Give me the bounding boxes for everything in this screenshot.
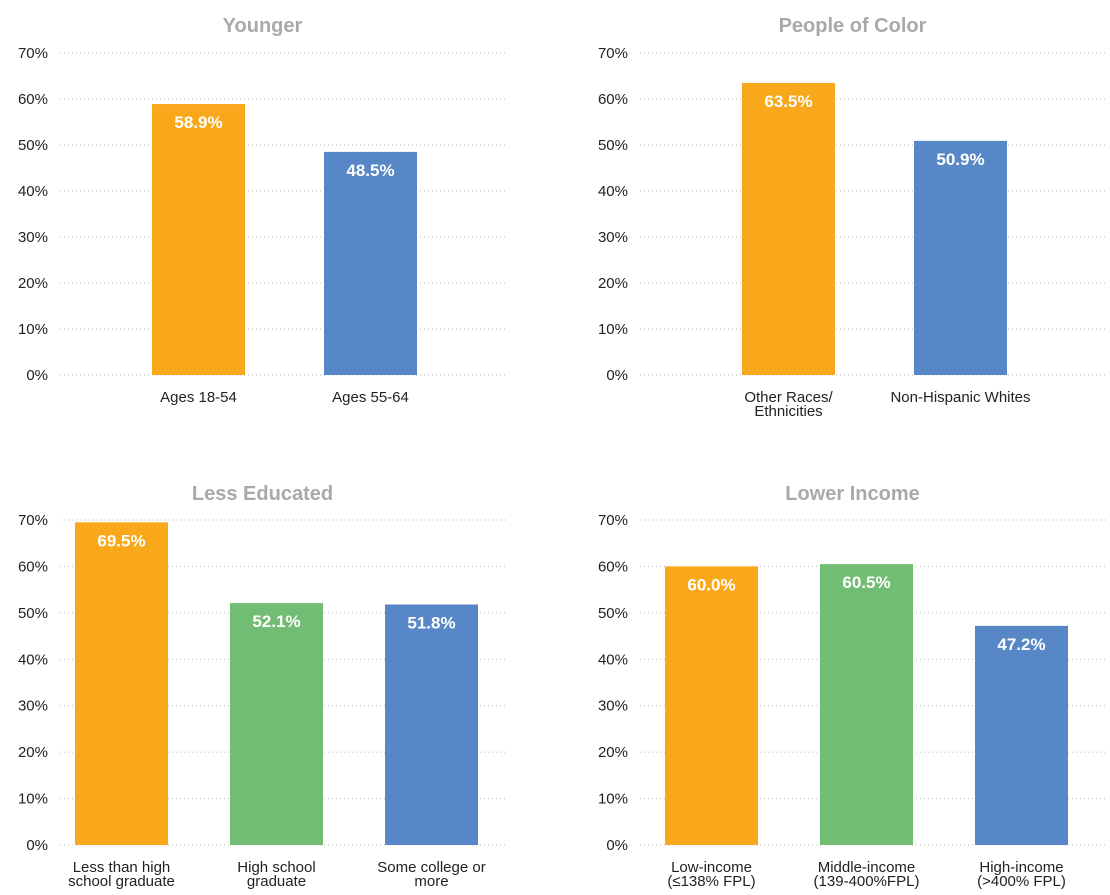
bar <box>742 82 835 376</box>
y-tick-label: 10% <box>18 791 48 808</box>
bar <box>665 566 758 845</box>
bar-chart: Less Educated 0% 10% 20% 30% 40% 50% 60% 70% 69.5… <box>18 483 505 890</box>
value-label: 48.5% <box>346 161 394 180</box>
bar <box>385 604 478 845</box>
y-tick-label: 50% <box>18 605 48 622</box>
x-tick-label: High school graduate <box>237 859 315 890</box>
bar <box>975 625 1068 845</box>
value-label: 50.9% <box>936 150 984 169</box>
value-label: 52.1% <box>252 612 300 631</box>
y-tick-label: 20% <box>598 275 628 292</box>
bar <box>914 140 1007 375</box>
y-tick-label: 70% <box>18 45 48 62</box>
y-tick-label: 60% <box>18 558 48 575</box>
y-tick-label: 40% <box>18 651 48 668</box>
bar <box>230 603 323 845</box>
chart-title: Younger <box>223 15 303 37</box>
value-label: 58.9% <box>174 113 222 132</box>
y-tick-label: 50% <box>598 605 628 622</box>
y-tick-label: 20% <box>18 275 48 292</box>
y-tick-label: 50% <box>598 137 628 154</box>
y-tick-label: 10% <box>598 321 628 338</box>
bar-chart: Lower Income 0% 10% 20% 30% 40% 50% 60% 70% 60.0%… <box>598 483 1105 890</box>
y-tick-label: 10% <box>18 321 48 338</box>
y-tick-label: 40% <box>598 651 628 668</box>
y-tick-label: 0% <box>26 837 48 854</box>
bar <box>820 564 913 845</box>
y-tick-label: 0% <box>606 367 628 384</box>
y-tick-label: 50% <box>18 137 48 154</box>
y-tick-label: 30% <box>18 229 48 246</box>
x-tick-label: Other Races/Ethnicities <box>744 389 833 420</box>
bar <box>75 522 168 845</box>
y-tick-label: 70% <box>598 45 628 62</box>
bar <box>152 104 245 375</box>
x-tick-label: High-income (>400% FPL) <box>977 859 1066 890</box>
x-tick-label: Ages 55-64 <box>332 389 409 406</box>
y-tick-label: 40% <box>598 183 628 200</box>
y-tick-label: 30% <box>598 229 628 246</box>
y-tick-label: 60% <box>598 558 628 575</box>
value-label: 47.2% <box>997 635 1045 654</box>
x-tick-label: Ages 18-54 <box>160 389 237 406</box>
y-tick-label: 20% <box>18 744 48 761</box>
bar <box>324 151 417 375</box>
y-tick-label: 10% <box>598 791 628 808</box>
value-label: 63.5% <box>764 92 812 111</box>
chart-title: Lower Income <box>785 483 919 505</box>
y-tick-label: 60% <box>18 91 48 108</box>
y-tick-label: 60% <box>598 91 628 108</box>
value-label: 51.8% <box>407 614 455 633</box>
value-label: 60.5% <box>842 573 890 592</box>
y-tick-label: 0% <box>26 367 48 384</box>
x-tick-label: Some college or more <box>377 859 485 890</box>
y-tick-label: 0% <box>606 837 628 854</box>
y-tick-label: 70% <box>598 512 628 529</box>
y-tick-label: 70% <box>18 512 48 529</box>
y-tick-label: 40% <box>18 183 48 200</box>
bar-chart: People of Color 0% 10% 20% 30% 40% 50% 60% 70% 63… <box>598 15 1105 420</box>
x-tick-label: Non-Hispanic Whites <box>890 389 1030 406</box>
value-label: 69.5% <box>97 531 145 550</box>
x-tick-label: Middle-income (139-400%FPL) <box>814 859 920 890</box>
value-label: 60.0% <box>687 575 735 594</box>
x-tick-label: Low-income (≤138% FPL) <box>667 859 755 890</box>
y-tick-label: 30% <box>18 698 48 715</box>
bar-chart: Younger 0% 10% 20% 30% 40% 50% 60% 70% 58.9% Ages … <box>18 15 505 406</box>
x-tick-label: Less than high school graduate <box>68 859 175 890</box>
y-tick-label: 30% <box>598 698 628 715</box>
chart-title: People of Color <box>779 15 927 37</box>
y-tick-label: 20% <box>598 744 628 761</box>
chart-title: Less Educated <box>192 483 333 505</box>
